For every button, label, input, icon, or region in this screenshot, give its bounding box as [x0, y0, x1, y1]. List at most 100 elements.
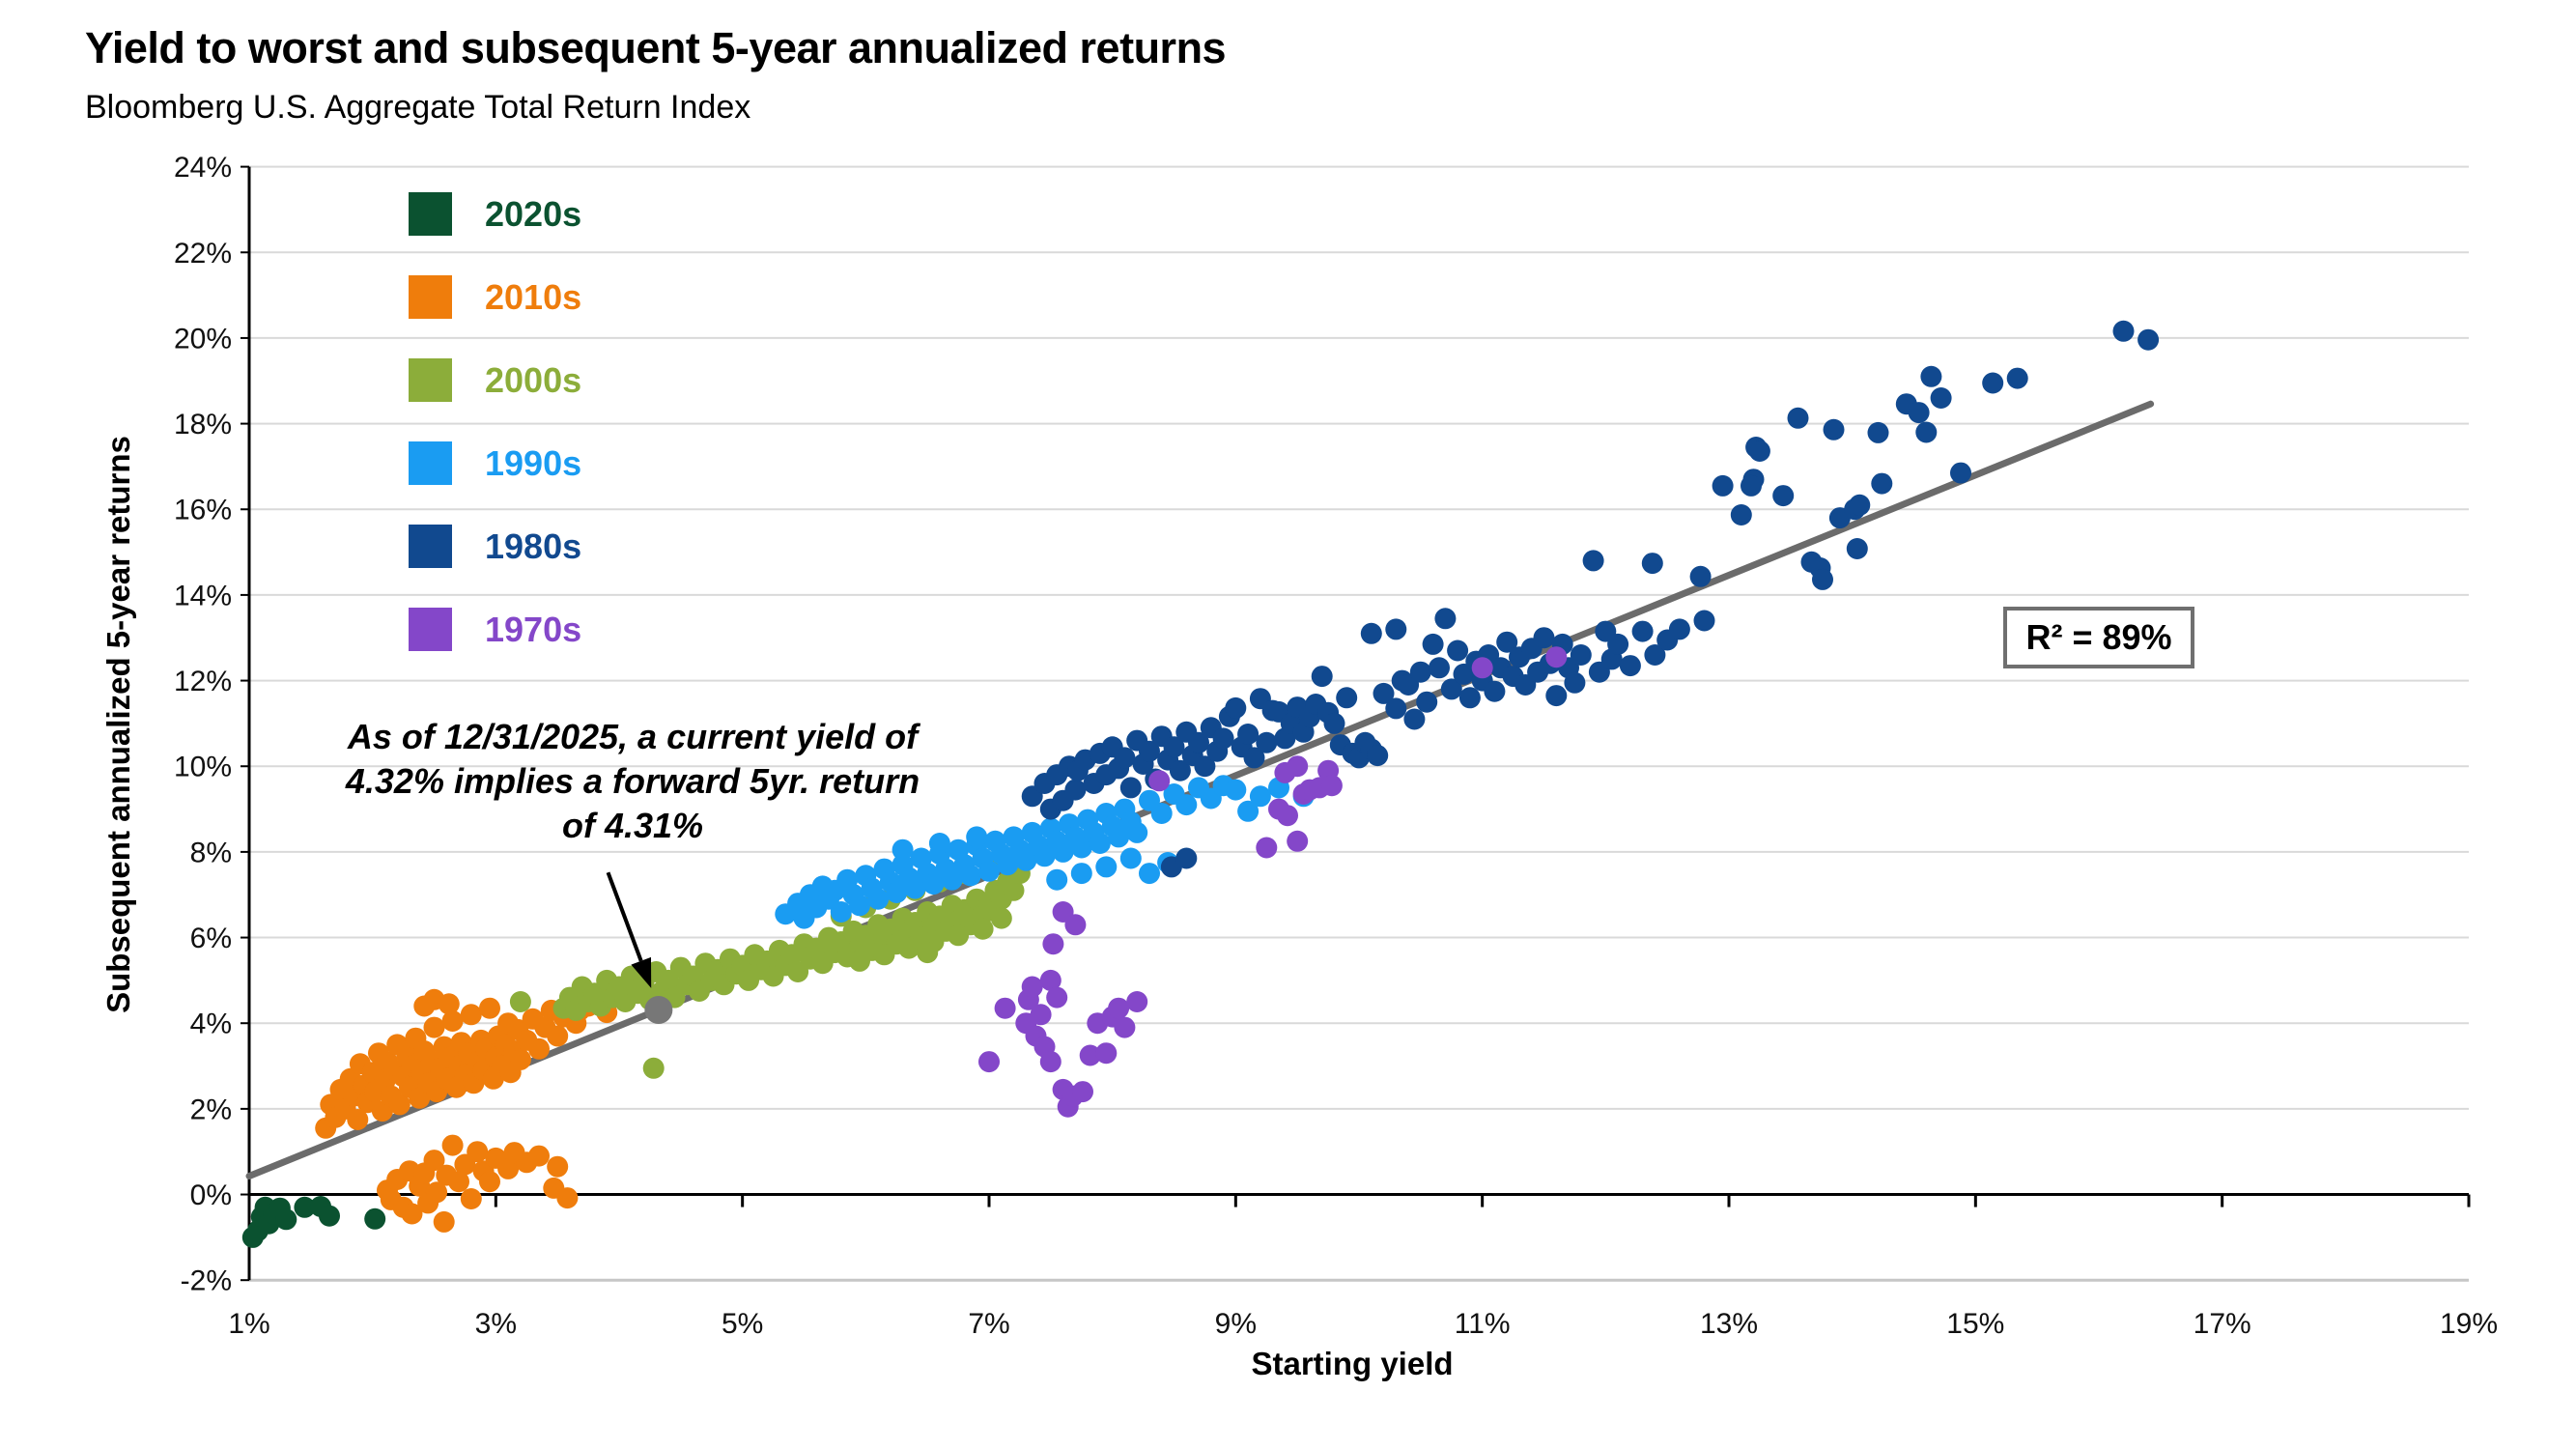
x-tick-label-13: 13% [1700, 1308, 1758, 1340]
annotation-line-1: As of 12/31/2025, a current yield of [347, 717, 919, 756]
point-1980s [1434, 608, 1457, 630]
point-2010s [441, 1010, 464, 1032]
point-2010s [509, 1048, 531, 1070]
point-2010s [528, 1145, 550, 1167]
point-2000s [898, 937, 920, 959]
legend-label-1980s: 1980s [485, 526, 582, 566]
point-1980s [1920, 365, 1942, 387]
point-1990s [849, 895, 870, 917]
legend-swatch-1980s [409, 525, 452, 568]
legend-label-1970s: 1970s [485, 610, 582, 649]
point-1980s [1360, 622, 1382, 644]
point-1990s [997, 854, 1019, 876]
point-1980s [1823, 418, 1845, 440]
legend-label-2010s: 2010s [485, 277, 582, 317]
legend-item-2010s: 2010s [409, 275, 581, 319]
point-1980s [1607, 633, 1629, 655]
point-2010s [438, 993, 460, 1015]
y-axis-title: Subsequent annualized 5-year returns [100, 436, 136, 1013]
x-tick-label-19: 19% [2440, 1308, 2498, 1340]
point-1980s [1570, 644, 1592, 666]
point-1980s [1772, 485, 1795, 507]
point-2000s [972, 918, 994, 940]
point-1980s [1447, 639, 1469, 662]
point-1980s [1440, 678, 1462, 700]
point-1980s [1212, 727, 1234, 750]
point-1980s [1385, 618, 1407, 640]
legend-item-1990s: 1990s [409, 441, 581, 485]
point-2010s [423, 1150, 445, 1172]
point-1980s [1484, 680, 1506, 702]
point-1980s [1668, 618, 1690, 640]
point-1980s [1930, 387, 1952, 409]
point-1980s [1748, 440, 1770, 462]
point-1990s [1119, 847, 1142, 869]
point-1980s [1908, 402, 1930, 424]
point-1990s [1089, 833, 1111, 854]
point-1980s [1225, 696, 1247, 719]
point-1980s [1849, 494, 1871, 516]
point-2010s [426, 1181, 448, 1204]
point-1970s [1079, 1044, 1101, 1066]
point-1990s [886, 882, 908, 903]
x-tick-label-17: 17% [2194, 1308, 2251, 1340]
point-1980s [1950, 462, 1971, 484]
highlight-point [644, 995, 673, 1024]
point-1990s [1033, 845, 1056, 867]
point-1990s [830, 901, 852, 923]
r-squared-label: R² = 89% [2025, 617, 2172, 657]
point-1980s [1631, 620, 1654, 642]
point-1980s [1533, 627, 1555, 649]
y-tick-label-16: 16% [174, 495, 232, 526]
point-1990s [1070, 863, 1092, 885]
point-2000s [948, 924, 970, 947]
point-1990s [928, 833, 950, 854]
point-1980s [1582, 550, 1604, 572]
legend-item-2000s: 2000s [409, 358, 581, 402]
point-2010s [497, 1157, 520, 1179]
point-2010s [413, 995, 436, 1017]
point-1970s [1471, 657, 1493, 679]
point-1980s [1169, 759, 1191, 781]
annotation-arrow-head [631, 956, 652, 988]
point-1980s [1982, 372, 2004, 394]
point-2000s [917, 942, 939, 964]
point-1970s [1277, 805, 1298, 827]
point-1990s [892, 838, 914, 861]
y-tick-label-2: 2% [190, 1094, 232, 1125]
point-1990s [959, 865, 981, 887]
point-2010s [448, 1171, 469, 1193]
point-1990s [1070, 837, 1092, 859]
point-2010s [441, 1134, 464, 1156]
legend-swatch-2020s [409, 192, 452, 236]
point-1970s [1046, 986, 1068, 1009]
point-1970s [1256, 837, 1278, 859]
point-1990s [867, 888, 890, 910]
point-1980s [1741, 474, 1762, 497]
point-1980s [1114, 747, 1136, 769]
point-1970s [1064, 914, 1087, 936]
legend-label-2000s: 2000s [485, 360, 582, 400]
point-1980s [1311, 666, 1333, 688]
point-1980s [1689, 565, 1712, 587]
point-1980s [1367, 745, 1389, 767]
legend-label-1990s: 1990s [485, 443, 582, 483]
point-1980s [1564, 671, 1586, 694]
x-tick-label-1: 1% [228, 1308, 269, 1340]
point-1980s [1712, 474, 1734, 497]
point-1980s [1409, 661, 1431, 683]
point-2000s [642, 1057, 665, 1079]
legend-item-1970s: 1970s [409, 608, 581, 651]
point-1980s [1429, 657, 1450, 679]
point-1990s [1015, 849, 1037, 871]
point-1980s [1545, 685, 1568, 707]
annotation-arrow-line [606, 871, 643, 962]
point-1980s [1812, 568, 1833, 590]
point-1990s [1095, 856, 1118, 878]
point-1970s [978, 1051, 1000, 1073]
point-1990s [978, 860, 1000, 882]
y-tick-label-24: 24% [174, 152, 232, 184]
point-2010s [401, 1203, 423, 1225]
point-1990s [941, 868, 963, 891]
annotation-callout: As of 12/31/2025, a current yield of 4.3… [285, 715, 980, 848]
